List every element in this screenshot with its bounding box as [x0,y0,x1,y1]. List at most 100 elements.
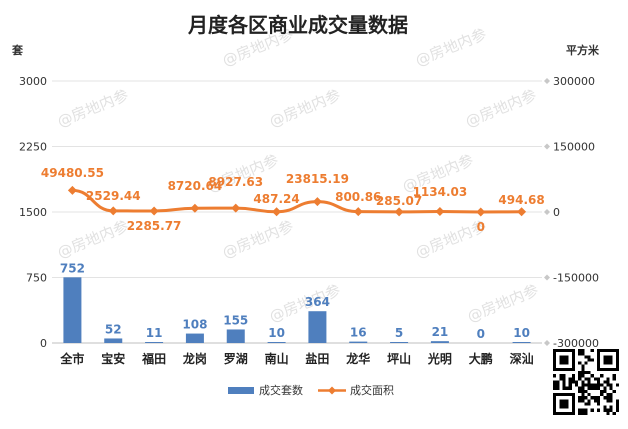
bar [267,342,286,343]
right-tick-label: -300000 [553,337,599,350]
qr-module [587,355,591,359]
line-data-label: 1134.03 [413,185,468,199]
qr-module [562,377,566,381]
line-data-label: 0 [477,220,485,234]
bar-data-label: 0 [477,327,485,341]
qr-module [584,371,588,375]
right-tick-marker [544,78,550,84]
bar [104,338,123,343]
qr-module [584,396,588,400]
line-data-label: 8927.63 [208,175,263,189]
qr-module [568,386,572,390]
qr-module [612,389,616,393]
qr-module [578,349,582,353]
qr-module [578,408,582,412]
qr-module [553,374,557,378]
qr-module [578,377,582,381]
bar [226,329,245,343]
qr-module [556,383,560,387]
line-data-label: 8720.64 [168,179,223,193]
qr-module [597,380,601,384]
qr-module [600,374,604,378]
qr-module [584,355,588,359]
qr-module [606,380,610,384]
qr-finder-core [559,355,569,365]
series-line [72,188,522,214]
category-label: 坪山 [387,351,411,366]
line-data-label: 23815.19 [286,172,349,186]
line-data-label: 494.68 [498,193,544,207]
bar-data-label: 52 [105,322,122,336]
qr-module [581,367,585,371]
qr-module [606,399,610,403]
qr-module [609,405,613,409]
category-label: 盐田 [305,351,329,366]
qr-module [571,374,575,378]
qr-module [587,399,591,403]
qr-finder-core [559,399,569,409]
qr-module [562,380,566,384]
qr-module [615,408,619,412]
legend-label-bars: 成交套数 [259,383,303,397]
qr-module [581,408,585,412]
left-tick-label: 750 [26,272,47,285]
qr-module [603,408,607,412]
watermark-text: @房地内参 [267,86,343,131]
qr-module [587,371,591,375]
category-label: 龙岗 [183,351,207,366]
qr-module [587,377,591,381]
line-point [476,207,486,217]
line-point [231,203,241,213]
qr-module [581,352,585,356]
qr-module [578,389,582,393]
watermark-text: @房地内参 [465,281,541,326]
right-tick-marker [544,340,550,346]
qr-module [584,383,588,387]
bar-data-label: 21 [432,325,449,339]
bar-series: 752 52 11 108 155 10 364 16 5 21 0 10 [60,261,531,343]
qr-module [615,383,619,387]
right-tick-marker [544,274,550,281]
qr-module [581,380,585,384]
right-axis-ticks: -300000 -150000 0 150000 300000 [544,75,599,350]
qr-module [609,396,613,400]
qr-module [597,408,601,412]
category-label: 宝安 [101,351,125,366]
qr-module [584,389,588,393]
category-label: 福田 [141,351,166,366]
qr-module [553,380,557,384]
qr-module [562,383,566,387]
qr-module [593,399,597,403]
qr-module [565,386,569,390]
qr-module [562,374,566,378]
qr-module [584,361,588,365]
qr-module [597,402,601,406]
category-label: 全市 [59,351,84,366]
qr-module [593,386,597,390]
category-label: 光明 [427,351,452,366]
watermark-text: @房地内参 [55,217,131,262]
qr-module [587,393,591,397]
qr-module [584,408,588,412]
bar [512,342,531,343]
line-data-label: 800.86 [335,190,381,204]
legend: 成交套数 成交面积 [228,383,394,397]
qr-module [578,396,582,400]
line-point [435,207,445,217]
qr-module [581,393,585,397]
bar-data-label: 10 [268,326,285,340]
bar [390,342,409,343]
qr-module [603,396,607,400]
bar [185,333,204,343]
qr-module [600,389,604,393]
qr-module [581,389,585,393]
qr-module [600,393,604,397]
qr-module [612,411,616,415]
bar [308,311,327,343]
qr-module [587,386,591,390]
qr-module [606,411,610,415]
watermark-text: @房地内参 [413,25,489,70]
line-point [312,197,322,207]
qr-module [609,399,613,403]
